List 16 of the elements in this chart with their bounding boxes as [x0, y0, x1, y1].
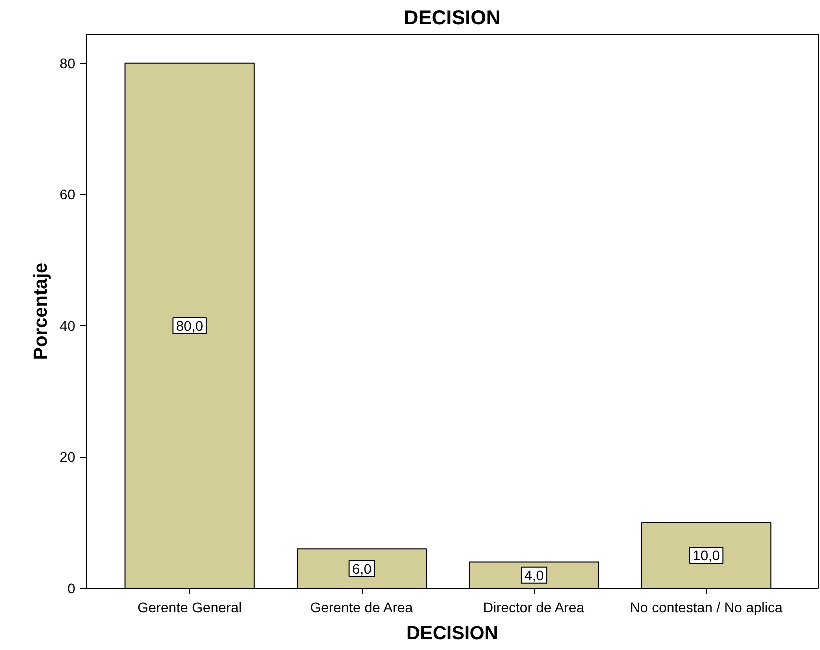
x-tick-label: Gerente de Area [310, 600, 414, 616]
x-tick-label: Director de Area [483, 600, 585, 616]
y-tick-label: 40 [60, 318, 76, 334]
y-tick-label: 80 [60, 55, 76, 72]
data-label: 6,0 [352, 560, 372, 577]
y-tick-label: 60 [60, 186, 76, 203]
y-axis-title: Porcentaje [30, 262, 52, 360]
x-tick-label: No contestan / No aplica [630, 600, 784, 616]
data-label: 10,0 [692, 548, 720, 564]
y-tick-label: 20 [60, 449, 76, 466]
data-label: 4,0 [524, 567, 544, 584]
y-tick-label: 0 [68, 580, 76, 596]
x-tick-label: Gerente General [138, 600, 242, 616]
chart-title: DECISION [404, 8, 501, 30]
x-axis-title: DECISION [406, 624, 498, 644]
data-label: 80,0 [176, 318, 204, 334]
